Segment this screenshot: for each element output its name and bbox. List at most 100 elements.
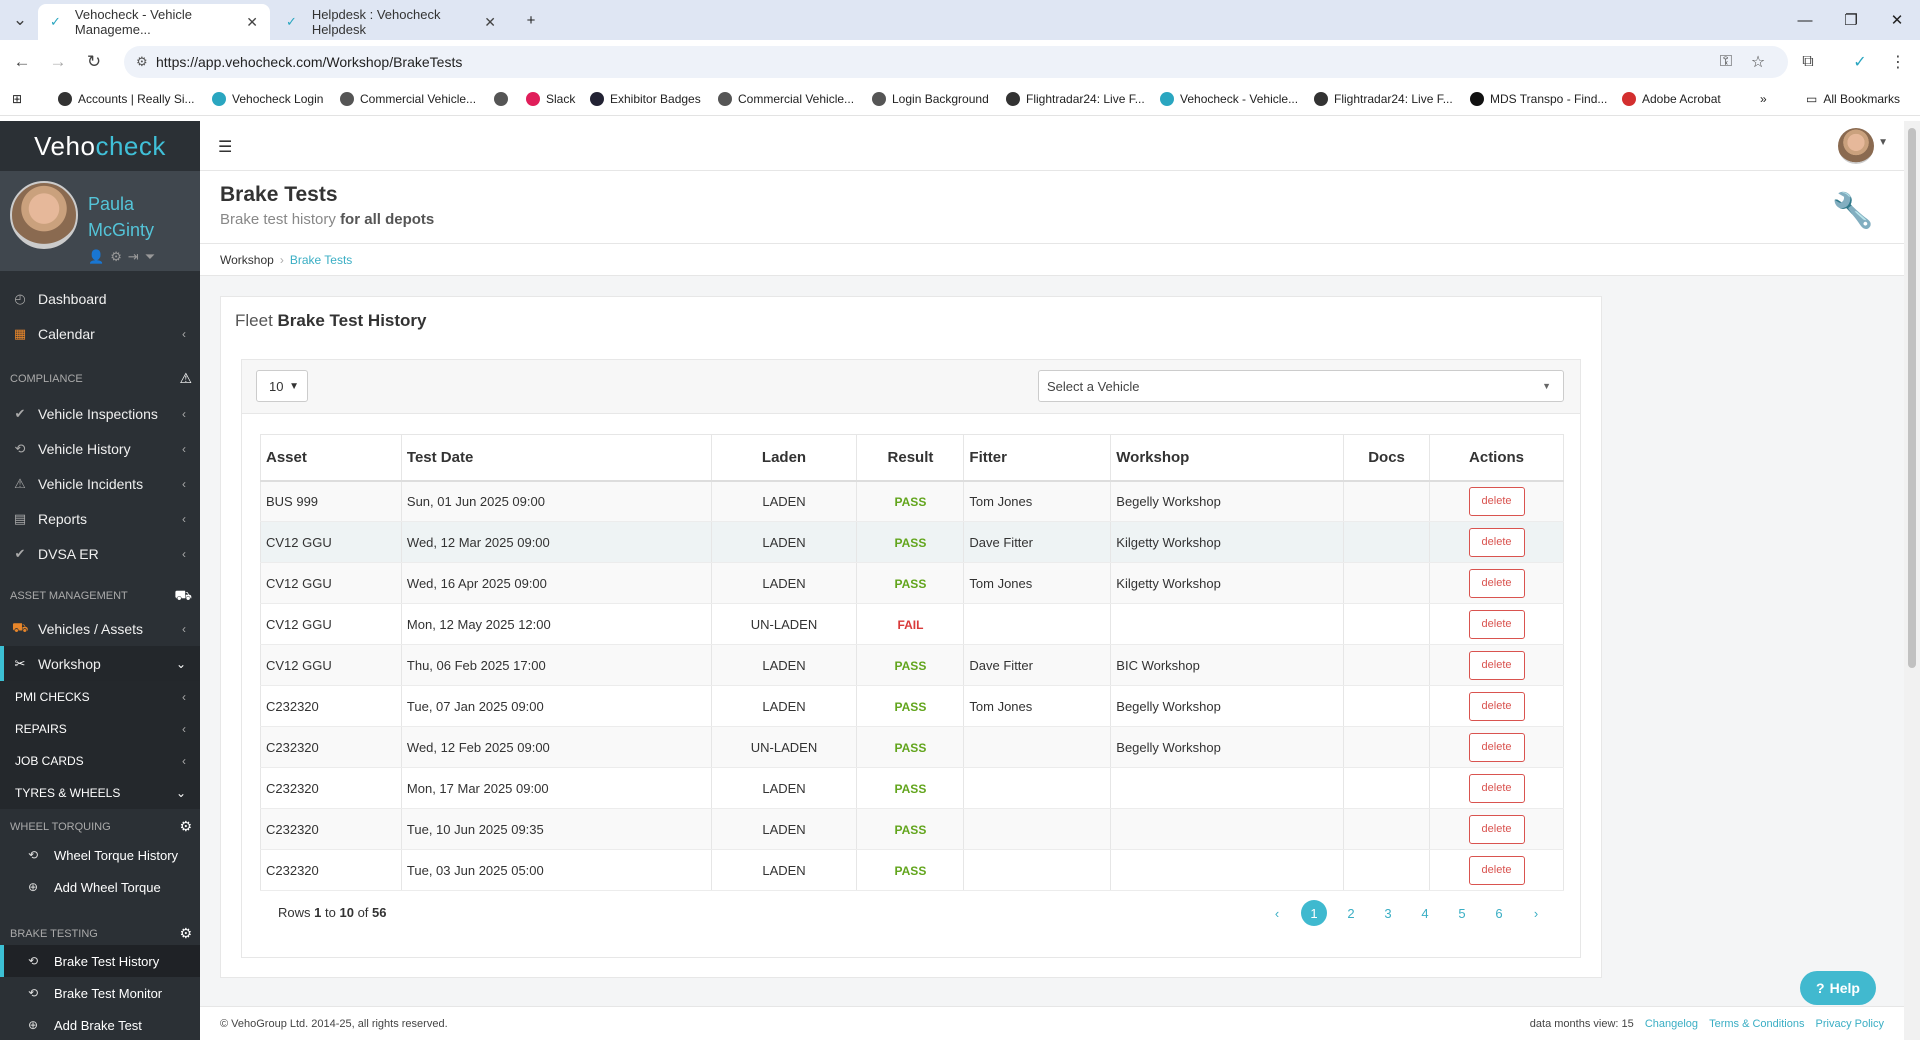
column-workshop[interactable]: Workshop bbox=[1110, 434, 1345, 482]
bookmark-item[interactable]: Login Background bbox=[872, 92, 989, 106]
tab-vehocheck[interactable]: ✓ Vehocheck - Vehicle Manageme... ✕ bbox=[38, 4, 270, 40]
minimize-icon[interactable]: — bbox=[1797, 11, 1813, 29]
sidebar-item-vehicle-inspections[interactable]: ✔ Vehicle Inspections ‹ bbox=[0, 396, 200, 431]
avatar[interactable] bbox=[1838, 128, 1874, 164]
close-window-icon[interactable]: ✕ bbox=[1890, 12, 1904, 29]
sidebar-item-reports[interactable]: ▤ Reports ‹ bbox=[13, 510, 186, 527]
bookmark-item[interactable]: Vehocheck - Vehicle... bbox=[1160, 92, 1298, 106]
sidebar-item-brake-test-monitor[interactable]: ⟲ Brake Test Monitor bbox=[28, 985, 163, 1001]
privacy-link[interactable]: Privacy Policy bbox=[1815, 1017, 1884, 1030]
column-laden[interactable]: Laden bbox=[710, 434, 858, 482]
bookmark-item[interactable]: Flightradar24: Live F... bbox=[1006, 92, 1145, 106]
sidebar-item-calendar[interactable]: ▦ Calendar ‹ bbox=[13, 325, 186, 342]
more-bookmarks-icon[interactable]: » bbox=[1760, 92, 1767, 106]
chevron-down-icon[interactable]: ▼ bbox=[1878, 137, 1888, 148]
terms-link[interactable]: Terms & Conditions bbox=[1709, 1017, 1805, 1030]
all-bookmarks[interactable]: ▭ All Bookmarks bbox=[1806, 92, 1901, 106]
delete-button[interactable]: delete bbox=[1468, 691, 1525, 721]
page-3-button[interactable]: 3 bbox=[1384, 905, 1392, 921]
bookmark-star-icon[interactable]: ☆ bbox=[1750, 54, 1766, 71]
extensions-icon[interactable]: ⧉ bbox=[1802, 53, 1814, 70]
restore-icon[interactable]: ❐ bbox=[1844, 12, 1858, 29]
close-tab-icon[interactable]: ✕ bbox=[484, 13, 496, 30]
breadcrumb-workshop[interactable]: Workshop bbox=[220, 252, 274, 267]
sidebar-item-dashboard[interactable]: ◴ Dashboard bbox=[0, 281, 200, 316]
sidebar-item-tyres-wheels[interactable]: TYRES & WHEELS ⌄ bbox=[0, 777, 200, 809]
back-icon[interactable]: ← bbox=[13, 52, 31, 71]
delete-button[interactable]: delete bbox=[1468, 527, 1525, 557]
sidebar-item-vehicles-assets[interactable]: ⛟ Vehicles / Assets ‹ bbox=[12, 619, 186, 637]
changelog-link[interactable]: Changelog bbox=[1644, 1017, 1699, 1030]
vehocheck-extension-icon[interactable]: ✓ bbox=[1853, 54, 1867, 71]
sidebar-item-pmi-checks[interactable]: PMI CHECKS ‹ bbox=[0, 681, 200, 713]
help-button[interactable]: ? Help bbox=[1800, 971, 1876, 1005]
logout-icon[interactable]: ⇥ bbox=[127, 249, 145, 264]
column-test-date[interactable]: Test Date bbox=[400, 434, 712, 482]
bookmark-item[interactable]: Adobe Acrobat bbox=[1622, 92, 1721, 106]
sidebar-item-add-wheel-torque[interactable]: ⊕ Add Wheel Torque bbox=[28, 879, 161, 895]
next-page-icon[interactable]: › bbox=[1533, 905, 1539, 921]
brake-tests-table: Asset Test Date Laden Result Fitter Work… bbox=[260, 434, 1564, 891]
column-docs[interactable]: Docs bbox=[1343, 434, 1431, 482]
delete-button[interactable]: delete bbox=[1468, 773, 1525, 803]
delete-button[interactable]: delete bbox=[1468, 650, 1525, 680]
bookmark-item[interactable]: Exhibitor Badges bbox=[590, 92, 701, 106]
sidebar-item-dvsa-er[interactable]: ✔ DVSA ER ‹ bbox=[0, 536, 200, 571]
url-field[interactable]: ⚙ https://app.vehocheck.com/Workshop/Bra… bbox=[124, 46, 1788, 78]
delete-button[interactable]: delete bbox=[1468, 732, 1525, 762]
sidebar-item-vehicle-incidents[interactable]: ⚠ Vehicle Incidents ‹ bbox=[0, 466, 200, 501]
delete-button[interactable]: delete bbox=[1468, 814, 1525, 844]
bookmark-item[interactable]: Slack bbox=[526, 92, 575, 106]
new-tab-icon[interactable]: + bbox=[526, 11, 536, 29]
user-name[interactable]: Paula McGinty bbox=[88, 194, 155, 240]
column-asset[interactable]: Asset bbox=[260, 434, 402, 482]
gear-icon[interactable]: ⚙ bbox=[110, 249, 128, 264]
menu-toggle-icon[interactable]: ☰ bbox=[218, 139, 233, 156]
column-fitter[interactable]: Fitter bbox=[963, 434, 1112, 482]
close-tab-icon[interactable]: ✕ bbox=[246, 13, 258, 30]
sidebar-item-wheel-torque-history[interactable]: ⟲ Wheel Torque History bbox=[28, 847, 179, 863]
delete-button[interactable]: delete bbox=[1468, 486, 1525, 516]
vehicle-select[interactable]: Select a Vehicle ▼ bbox=[1038, 370, 1564, 402]
bookmark-item[interactable]: MDS Transpo - Find... bbox=[1470, 92, 1607, 106]
page-5-button[interactable]: 5 bbox=[1458, 905, 1466, 921]
gear-icon[interactable]: ⚙ bbox=[179, 818, 192, 834]
avatar[interactable] bbox=[10, 181, 78, 249]
sidebar-item-vehicle-history[interactable]: ⟲ Vehicle History ‹ bbox=[0, 431, 200, 466]
gear-icon[interactable]: ⚙ bbox=[179, 925, 192, 941]
sidebar-item-add-brake-test[interactable]: ⊕ Add Brake Test bbox=[28, 1017, 142, 1033]
user-icon[interactable]: 👤 bbox=[88, 249, 111, 264]
bookmark-item[interactable]: Commercial Vehicle... bbox=[340, 92, 476, 106]
forward-icon[interactable]: → bbox=[49, 52, 67, 71]
page-4-button[interactable]: 4 bbox=[1421, 905, 1429, 921]
copyright: © VehoGroup Ltd. 2014-25, all rights res… bbox=[220, 1017, 448, 1030]
bookmark-item[interactable]: Commercial Vehicle... bbox=[718, 92, 854, 106]
delete-button[interactable]: delete bbox=[1468, 855, 1525, 885]
tab-search-icon[interactable]: ⌄ bbox=[12, 10, 28, 29]
browser-menu-icon[interactable]: ⋮ bbox=[1890, 54, 1906, 71]
page-2-button[interactable]: 2 bbox=[1347, 905, 1355, 921]
sidebar-item-repairs[interactable]: REPAIRS ‹ bbox=[0, 713, 200, 745]
sidebar-item-workshop[interactable]: ✂ Workshop ⌄ bbox=[0, 646, 200, 681]
bookmark-item[interactable]: Accounts | Really Si... bbox=[58, 92, 195, 106]
reload-icon[interactable]: ↻ bbox=[86, 52, 102, 71]
sidebar-item-job-cards[interactable]: JOB CARDS ‹ bbox=[0, 745, 200, 777]
bookmark-item[interactable]: Flightradar24: Live F... bbox=[1314, 92, 1453, 106]
bookmark-item[interactable]: Vehocheck Login bbox=[212, 92, 323, 106]
password-key-icon[interactable]: ⚿ bbox=[1719, 53, 1733, 70]
sidebar-item-brake-test-history[interactable]: ⟲ Brake Test History bbox=[0, 945, 200, 977]
delete-button[interactable]: delete bbox=[1468, 568, 1525, 598]
page-size-select[interactable]: 10 ▼ bbox=[256, 370, 308, 402]
prev-page-icon[interactable]: ‹ bbox=[1274, 905, 1280, 921]
delete-button[interactable]: delete bbox=[1468, 609, 1525, 639]
tab-helpdesk[interactable]: ✓ Helpdesk : Vehocheck Helpdesk ✕ bbox=[286, 7, 496, 37]
vehocheck-logo[interactable]: Veho check bbox=[34, 130, 166, 161]
page-1-button[interactable]: 1 bbox=[1301, 900, 1327, 926]
column-result[interactable]: Result bbox=[856, 434, 965, 482]
bookmark-item[interactable] bbox=[494, 92, 514, 106]
scrollbar-thumb[interactable] bbox=[1908, 128, 1916, 668]
page-6-button[interactable]: 6 bbox=[1495, 905, 1503, 921]
site-info-icon[interactable]: ⚙ bbox=[136, 54, 148, 69]
filter-icon[interactable]: ⏷ bbox=[144, 249, 162, 264]
apps-grid-icon[interactable]: ⊞ bbox=[12, 92, 23, 106]
